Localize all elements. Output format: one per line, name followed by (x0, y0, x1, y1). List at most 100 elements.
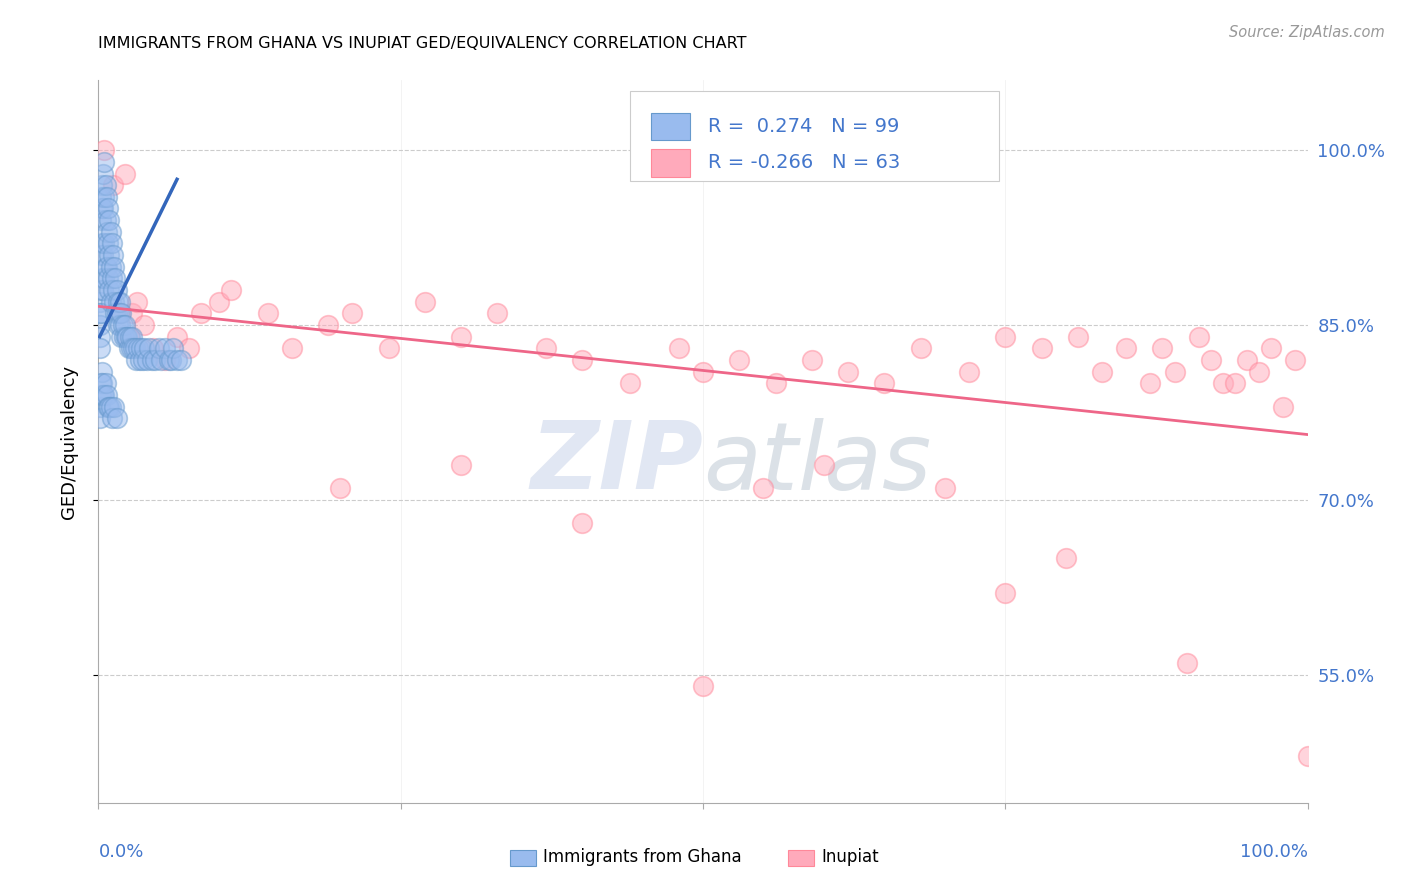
Point (101, 248, 124, 262)
Point (1284, 353, 1306, 368)
Point (90, 248, 112, 262)
Point (100, 400, 122, 414)
Point (994, 329, 1017, 343)
Point (124, 341, 146, 355)
Point (105, 306, 128, 320)
Point (166, 329, 188, 343)
Point (1188, 329, 1211, 343)
Point (1054, 551, 1077, 566)
Point (1152, 341, 1174, 355)
Point (91, 365, 114, 379)
Point (93, 190, 115, 204)
Point (118, 329, 141, 343)
Point (101, 178, 124, 193)
Text: Source: ZipAtlas.com: Source: ZipAtlas.com (1229, 25, 1385, 40)
Point (162, 341, 184, 355)
Point (90, 190, 112, 204)
Point (413, 294, 436, 309)
Point (129, 341, 152, 355)
Point (1031, 341, 1053, 355)
Point (93, 388, 115, 402)
Bar (651, 149, 690, 177)
Point (100, 271, 122, 285)
Point (91, 202, 114, 216)
Point (668, 341, 690, 355)
Point (94, 260, 117, 274)
Point (104, 271, 127, 285)
Point (96, 260, 118, 274)
Point (108, 318, 131, 332)
Point (221, 283, 243, 297)
Point (117, 329, 139, 343)
Point (150, 353, 173, 368)
Text: ZIP: ZIP (530, 417, 703, 509)
Point (93, 271, 115, 285)
Point (1067, 329, 1090, 343)
Point (96, 388, 118, 402)
Point (90, 376, 112, 391)
Point (1236, 353, 1258, 368)
Point (692, 365, 714, 379)
Point (256, 306, 278, 320)
Point (153, 353, 176, 368)
Text: Immigrants from Ghana: Immigrants from Ghana (543, 848, 742, 866)
Point (329, 481, 352, 495)
Point (94, 178, 117, 193)
Text: R = -0.266   N = 63: R = -0.266 N = 63 (707, 153, 900, 172)
Point (91, 388, 114, 402)
Point (125, 353, 148, 368)
Point (108, 306, 131, 320)
Point (143, 353, 166, 368)
Point (90, 306, 112, 320)
FancyBboxPatch shape (630, 91, 1000, 181)
Point (90, 388, 112, 402)
Point (89, 400, 111, 414)
Point (89, 341, 111, 355)
Point (94, 213, 117, 227)
Point (118, 341, 141, 355)
Point (450, 458, 472, 472)
Point (115, 329, 138, 343)
Point (103, 294, 125, 309)
Point (94, 376, 117, 391)
Point (91, 376, 114, 391)
Point (910, 341, 932, 355)
Point (114, 318, 136, 332)
Point (89, 318, 111, 332)
Point (91, 167, 114, 181)
Point (107, 294, 129, 309)
Point (1260, 341, 1282, 355)
Point (692, 679, 714, 693)
Point (100, 236, 122, 251)
Point (1212, 376, 1234, 391)
Point (571, 353, 593, 368)
Point (100, 225, 122, 239)
Point (571, 516, 593, 530)
Point (91, 178, 114, 193)
Point (111, 318, 134, 332)
Point (934, 481, 956, 495)
Point (89, 294, 111, 309)
Point (134, 318, 156, 332)
Text: Inupiat: Inupiat (821, 848, 879, 866)
Point (93, 143, 115, 157)
Point (316, 318, 339, 332)
Point (91, 236, 114, 251)
Point (873, 376, 896, 391)
Point (994, 586, 1017, 600)
Text: R =  0.274   N = 99: R = 0.274 N = 99 (707, 117, 900, 136)
Point (93, 154, 115, 169)
Point (101, 283, 124, 297)
Point (138, 341, 160, 355)
Point (813, 458, 835, 472)
Point (114, 167, 136, 181)
Point (121, 306, 143, 320)
Point (96, 225, 118, 239)
Point (486, 306, 509, 320)
Text: 0.0%: 0.0% (98, 843, 143, 861)
Point (97, 400, 120, 414)
Point (208, 294, 231, 309)
Point (1139, 376, 1161, 391)
Point (1175, 656, 1198, 670)
Point (91, 202, 114, 216)
